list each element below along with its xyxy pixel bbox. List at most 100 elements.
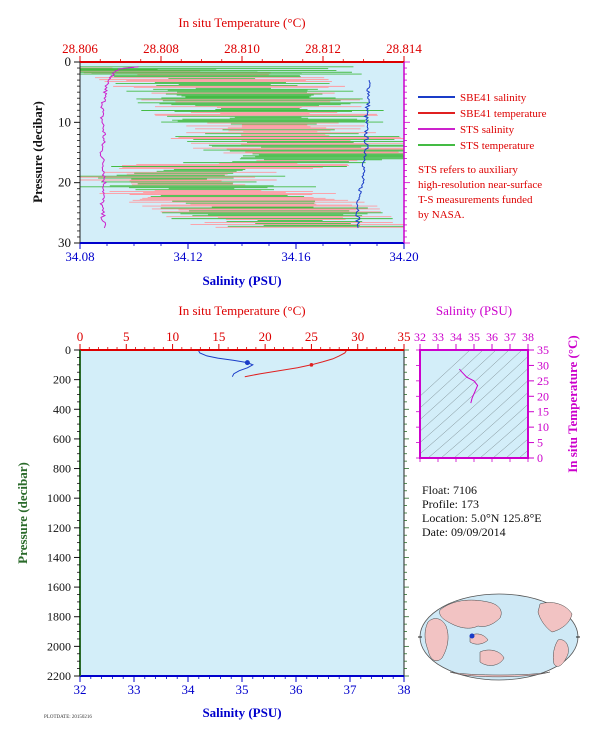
sbe41-temperature-marker <box>309 363 314 367</box>
bot-temp-axis-tick-label-3: 15 <box>212 329 225 344</box>
legend-label-sts-salinity: STS salinity <box>460 124 515 136</box>
land-australia <box>479 649 505 666</box>
bot-sal-axis-tick-label-1: 33 <box>128 682 141 697</box>
top-temp-axis-tick-label-4: 28.814 <box>386 41 422 56</box>
note-line-3: T-S measurements funded <box>418 194 533 206</box>
top-panel: 28.806 28.808 28.810 28.812 28.814 34.08 34.12… <box>30 15 547 288</box>
land-antarctica <box>449 671 551 678</box>
top-salinity-series <box>99 66 371 229</box>
ts-density-contour <box>492 427 528 458</box>
ts-density-contour <box>453 392 528 458</box>
top-sal-axis-tick-label-2: 34.16 <box>281 249 311 264</box>
date: Date: 09/09/2014 <box>422 525 506 539</box>
ts-density-contour <box>420 356 528 455</box>
ts-density-contours <box>420 350 528 458</box>
top-panel-title: In situ Temperature (°C) <box>178 15 305 30</box>
ts-density-contour <box>518 450 528 458</box>
top-pres-axis-tick-label-1: 10 <box>58 114 71 129</box>
bot-pres-axis-tick-label-0: 0 <box>65 343 71 357</box>
ts-density-contour <box>420 350 510 432</box>
ts-sal-axis-tick-label-6: 38 <box>522 330 534 344</box>
ts-temp-axis-tick-label-5: 25 <box>537 374 549 388</box>
bot-pres-axis-tick-label-6: 1200 <box>47 521 71 535</box>
sbe41-temperature-line <box>244 350 348 378</box>
ts-density-contour <box>420 350 484 409</box>
sbe41-salinity-line <box>355 80 371 229</box>
sbe41-salinity-marker <box>244 360 250 366</box>
bottom-panel-title: In situ Temperature (°C) <box>178 303 305 318</box>
ts-density-contour <box>440 380 528 458</box>
note-line-4: by NASA. <box>418 209 465 221</box>
bot-pres-axis-tick-label-5: 1000 <box>47 491 71 505</box>
bot-temp-axis-tick-label-4: 20 <box>259 329 272 344</box>
bot-temp-axis-tick-label-5: 25 <box>305 329 318 344</box>
bot-pres-axis-tick-label-3: 600 <box>53 432 71 446</box>
top-note: STS refers to auxiliary high-resolution … <box>418 164 542 221</box>
land-north-america <box>537 602 573 633</box>
bot-temp-axis-tick-label-2: 10 <box>166 329 179 344</box>
top-panel-xlabel: Salinity (PSU) <box>202 273 281 288</box>
float-info: Float: 7106 Profile: 173 Location: 5.0°N… <box>422 483 542 539</box>
bot-sal-axis-tick-label-5: 37 <box>344 682 358 697</box>
bot-sal-axis-tick-label-0: 32 <box>74 682 87 697</box>
ts-temp-axis-tick-label-0: 0 <box>537 451 543 465</box>
bottom-panel-xlabel: Salinity (PSU) <box>202 705 281 720</box>
location: Location: 5.0°N 125.8°E <box>422 511 542 525</box>
top-sal-axis-tick-label-3: 34.20 <box>389 249 418 264</box>
map-land <box>424 599 573 678</box>
bot-pres-axis-tick-label-7: 1400 <box>47 550 71 564</box>
float-location-marker <box>469 633 475 639</box>
profile-number: Profile: 173 <box>422 497 479 511</box>
ts-sal-axis-tick-label-2: 34 <box>450 330 462 344</box>
ts-density-contour <box>420 350 497 420</box>
top-axes: 28.806 28.808 28.810 28.812 28.814 34.08 34.12… <box>58 41 422 264</box>
ts-temp-axis-tick-label-3: 15 <box>537 405 549 419</box>
land-maritime-se-asia <box>469 633 489 645</box>
world-map <box>418 593 580 681</box>
top-panel-ylabel: Pressure (decibar) <box>30 101 45 203</box>
top-sts-temperature-series <box>80 66 404 228</box>
bottom-panel-ylabel: Pressure (decibar) <box>15 462 30 564</box>
ts-profile-line <box>459 368 479 404</box>
sts-salinity-line <box>99 66 139 229</box>
ts-series <box>459 368 479 404</box>
top-sal-axis-tick-label-1: 34.12 <box>173 249 202 264</box>
ts-sal-axis-tick-label-4: 36 <box>486 330 498 344</box>
land-asia <box>439 599 502 629</box>
bot-pres-axis-tick-label-4: 800 <box>53 462 71 476</box>
bot-sal-axis-tick-label-2: 34 <box>182 682 196 697</box>
top-legend: SBE41 salinity SBE41 temperature STS sal… <box>418 92 547 152</box>
bot-temp-axis-tick-label-1: 5 <box>123 329 130 344</box>
top-sal-axis-tick-label-0: 34.08 <box>65 249 94 264</box>
bot-pres-axis-tick-label-1: 200 <box>53 373 71 387</box>
bottom-axes: 0 5 10 15 20 25 30 35 32 33 34 35 36 37 38 0 200 400 600 80… <box>47 329 411 697</box>
bot-pres-axis-tick-label-10: 2000 <box>47 639 71 653</box>
top-pres-axis-tick-label-0: 0 <box>65 54 72 69</box>
ts-panel-ylabel: In situ Temperature (°C) <box>565 335 580 473</box>
top-temp-axis-tick-label-3: 28.812 <box>305 41 341 56</box>
bottom-plot-area <box>80 350 404 676</box>
top-pres-axis-tick-label-2: 20 <box>58 175 71 190</box>
ts-density-contour <box>420 350 523 443</box>
plot-date-footer: PLOTDATE: 20150216 <box>44 715 92 720</box>
bot-temp-axis-tick-label-7: 35 <box>398 329 411 344</box>
bottom-series <box>197 350 348 378</box>
bot-sal-axis-tick-label-4: 36 <box>290 682 304 697</box>
ts-temp-axis-tick-label-2: 10 <box>537 420 549 434</box>
bot-pres-axis-tick-label-8: 1600 <box>47 580 71 594</box>
land-south-america <box>552 639 569 667</box>
bot-sal-axis-tick-label-3: 35 <box>236 682 249 697</box>
ts-temp-axis-tick-label-7: 35 <box>537 343 549 357</box>
ts-density-contour <box>479 415 528 458</box>
top-temp-axis-tick-label-2: 28.810 <box>224 41 260 56</box>
ts-temp-axis-tick-label-4: 20 <box>537 389 549 403</box>
note-line-1: STS refers to auxiliary <box>418 164 518 176</box>
ts-sal-axis-tick-label-3: 35 <box>468 330 480 344</box>
ts-density-contour <box>505 438 528 458</box>
ts-temp-axis-tick-label-1: 5 <box>537 436 543 450</box>
top-pres-axis-tick-label-3: 30 <box>58 235 71 250</box>
bottom-panel: 0 5 10 15 20 25 30 35 32 33 34 35 36 37 38 0 200 400 600 80… <box>15 303 411 720</box>
